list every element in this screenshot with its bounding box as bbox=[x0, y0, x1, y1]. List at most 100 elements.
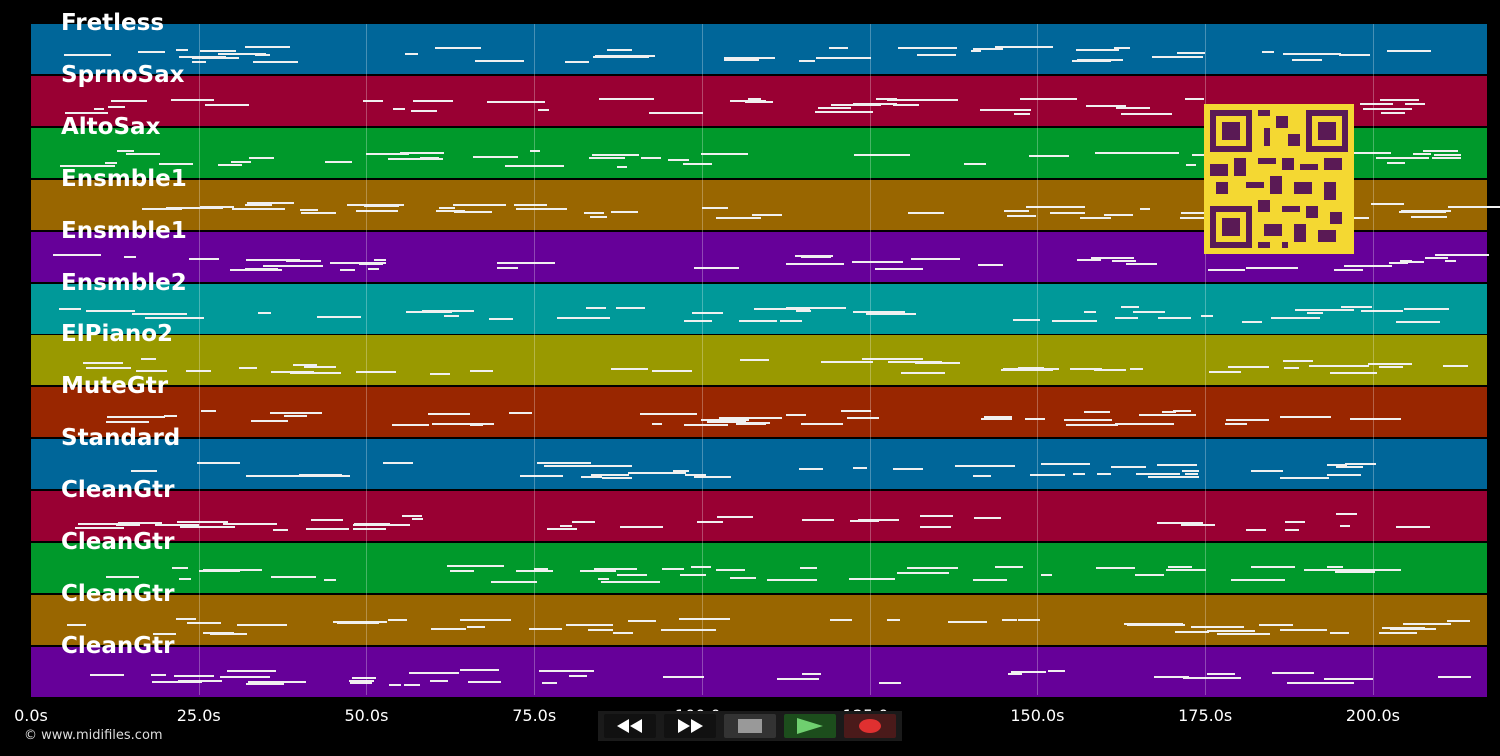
note-mark bbox=[1376, 157, 1430, 160]
note-mark bbox=[1434, 153, 1461, 156]
note-mark bbox=[1111, 465, 1147, 468]
time-tick-label: 150.0s bbox=[1010, 706, 1065, 725]
note-mark bbox=[1425, 257, 1448, 260]
note-mark bbox=[751, 213, 783, 216]
play-button[interactable] bbox=[784, 714, 836, 738]
note-mark bbox=[489, 317, 514, 320]
track-label: CleanGtr bbox=[61, 477, 175, 504]
note-mark bbox=[910, 257, 960, 260]
note-mark bbox=[580, 476, 602, 479]
note-mark bbox=[930, 99, 959, 102]
note-mark bbox=[1307, 311, 1323, 314]
note-mark bbox=[861, 357, 920, 360]
note-mark bbox=[285, 260, 322, 263]
note-mark bbox=[391, 423, 429, 426]
note-mark bbox=[179, 578, 192, 581]
note-mark bbox=[132, 313, 188, 316]
note-mark bbox=[1184, 472, 1199, 475]
note-mark bbox=[620, 525, 663, 528]
note-mark bbox=[1262, 51, 1275, 54]
stop-button[interactable] bbox=[724, 714, 776, 738]
note-mark bbox=[1186, 163, 1197, 166]
note-mark bbox=[1304, 569, 1364, 572]
note-mark bbox=[1048, 670, 1066, 673]
note-mark bbox=[1295, 308, 1354, 311]
note-mark bbox=[352, 528, 386, 531]
note-mark bbox=[1404, 102, 1426, 105]
note-mark bbox=[906, 566, 959, 569]
note-mark bbox=[470, 369, 493, 372]
note-mark bbox=[325, 161, 353, 164]
note-mark bbox=[1083, 411, 1111, 414]
note-mark bbox=[730, 577, 757, 580]
fast-forward-icon bbox=[678, 719, 703, 733]
note-mark bbox=[994, 46, 1054, 49]
note-mark bbox=[248, 157, 275, 160]
note-mark bbox=[272, 528, 289, 531]
note-mark bbox=[1008, 673, 1023, 676]
note-mark bbox=[350, 682, 373, 685]
note-mark bbox=[1283, 53, 1341, 56]
note-mark bbox=[460, 669, 500, 672]
note-mark bbox=[453, 203, 506, 206]
note-mark bbox=[1336, 466, 1363, 469]
note-mark bbox=[304, 365, 336, 368]
note-mark bbox=[59, 308, 81, 311]
note-mark bbox=[387, 619, 408, 622]
note-mark bbox=[359, 263, 384, 266]
note-mark bbox=[874, 267, 923, 270]
note-mark bbox=[995, 565, 1024, 568]
note-mark bbox=[227, 670, 276, 673]
rewind-button[interactable] bbox=[604, 714, 656, 738]
note-mark bbox=[640, 412, 698, 415]
note-mark bbox=[1403, 308, 1450, 310]
note-mark bbox=[93, 107, 105, 110]
note-mark bbox=[853, 467, 867, 470]
note-mark bbox=[627, 619, 657, 622]
note-mark bbox=[405, 52, 418, 55]
note-mark bbox=[333, 620, 388, 623]
note-mark bbox=[564, 60, 590, 63]
note-mark bbox=[1371, 202, 1404, 205]
note-mark bbox=[1041, 463, 1090, 466]
note-mark bbox=[1345, 463, 1376, 466]
note-mark bbox=[1363, 108, 1413, 111]
note-mark bbox=[679, 573, 707, 576]
note-mark bbox=[52, 253, 102, 256]
note-mark bbox=[232, 523, 278, 526]
track-lane: ElPiano2 bbox=[31, 321, 1487, 386]
note-mark bbox=[579, 569, 616, 572]
note-mark bbox=[435, 210, 466, 213]
note-mark bbox=[252, 60, 298, 63]
note-mark bbox=[920, 514, 954, 517]
note-mark bbox=[237, 624, 287, 627]
note-mark bbox=[246, 475, 279, 478]
time-tick-label: 50.0s bbox=[344, 706, 389, 725]
note-mark bbox=[691, 566, 712, 569]
note-mark bbox=[692, 311, 724, 314]
note-mark bbox=[1226, 419, 1270, 422]
note-mark bbox=[777, 677, 819, 680]
note-mark bbox=[356, 371, 396, 374]
note-mark bbox=[815, 110, 874, 113]
note-mark bbox=[853, 311, 905, 314]
note-mark bbox=[901, 372, 945, 375]
note-mark bbox=[111, 100, 147, 103]
note-mark bbox=[706, 420, 747, 423]
fast-forward-button[interactable] bbox=[664, 714, 716, 738]
note-mark bbox=[529, 149, 540, 152]
note-mark bbox=[972, 579, 1008, 581]
note-mark bbox=[888, 361, 942, 364]
note-mark bbox=[1025, 417, 1045, 420]
note-mark bbox=[1270, 317, 1320, 320]
note-mark bbox=[1208, 371, 1241, 374]
note-mark bbox=[1125, 262, 1158, 265]
note-mark bbox=[660, 629, 716, 632]
record-button[interactable] bbox=[844, 714, 896, 738]
note-mark bbox=[356, 209, 398, 212]
note-mark bbox=[188, 258, 219, 261]
note-mark bbox=[648, 112, 703, 115]
note-mark bbox=[1182, 470, 1199, 473]
note-mark bbox=[801, 422, 843, 425]
note-mark bbox=[1231, 578, 1285, 581]
